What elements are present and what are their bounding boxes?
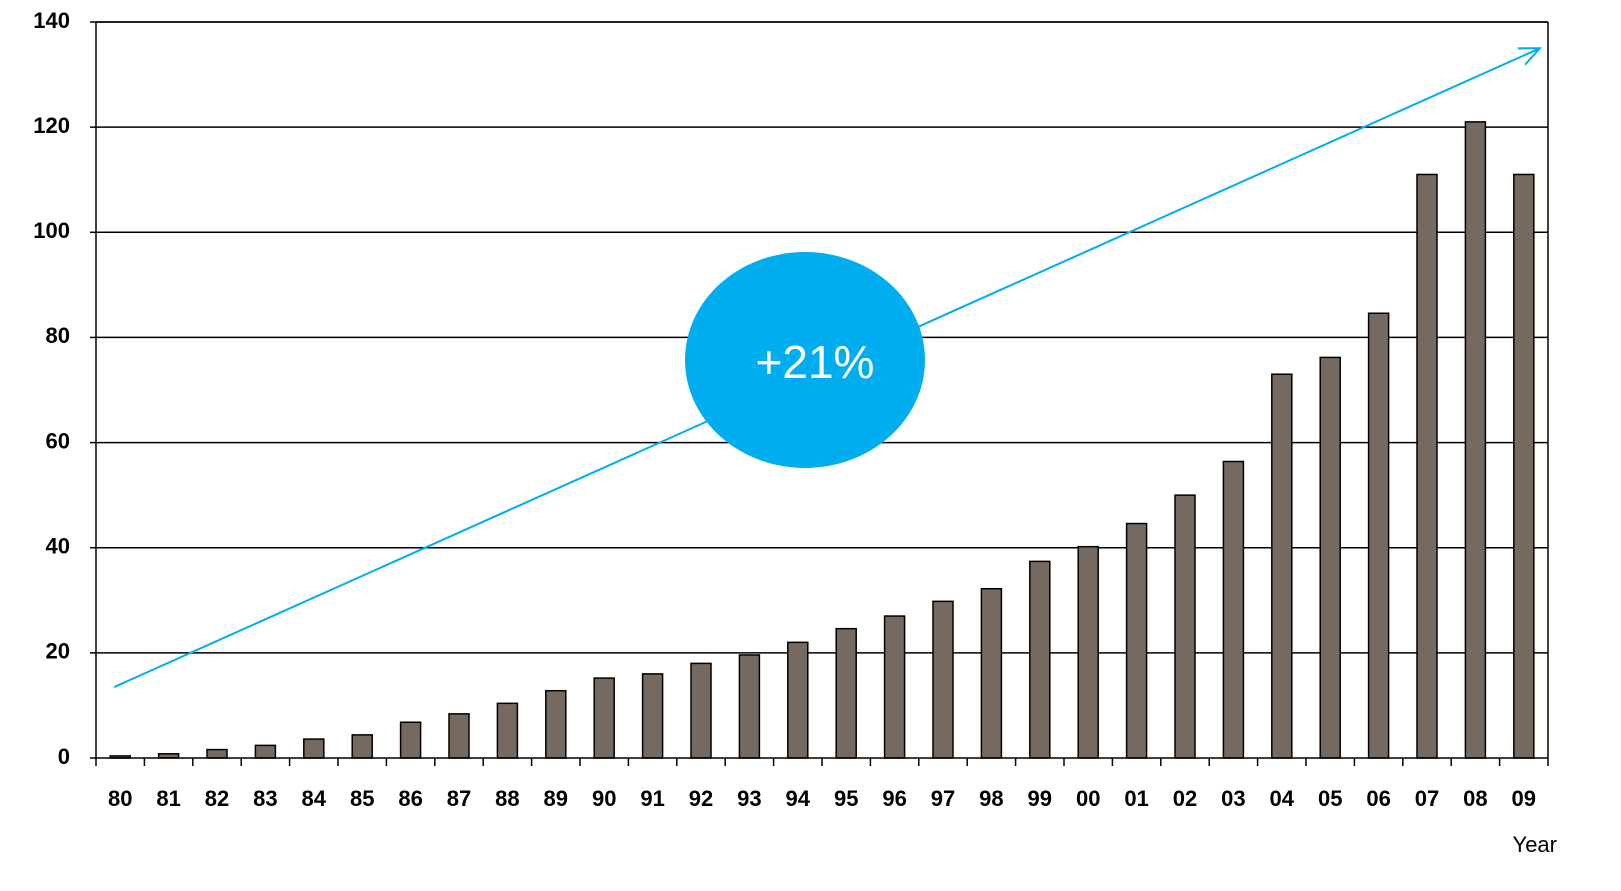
x-tick-label: 06 xyxy=(1366,786,1390,811)
x-tick-label: 84 xyxy=(302,786,327,811)
bar-98 xyxy=(980,587,1003,759)
growth-badge xyxy=(685,252,925,468)
y-tick-label: 60 xyxy=(46,428,70,453)
bar-99 xyxy=(1029,560,1051,759)
y-tick-label: 80 xyxy=(46,323,70,348)
x-tick-label: 86 xyxy=(398,786,422,811)
bar-96 xyxy=(883,615,906,759)
x-tick-label: 98 xyxy=(979,786,1003,811)
bar-93 xyxy=(738,654,761,759)
x-tick-label: 87 xyxy=(447,786,471,811)
x-tick-label: 90 xyxy=(592,786,616,811)
bar-92 xyxy=(690,662,712,759)
bar-97 xyxy=(932,600,954,759)
bar-95 xyxy=(835,627,857,759)
x-tick-label: 92 xyxy=(689,786,713,811)
y-tick-labels: 0 20 40 60 80 100 120 140 xyxy=(33,8,70,769)
y-tick-label: 20 xyxy=(46,639,70,664)
x-tick-label: 00 xyxy=(1076,786,1100,811)
x-tick-label: 99 xyxy=(1028,786,1052,811)
x-tick-label: 95 xyxy=(834,786,858,811)
bar-03 xyxy=(1222,460,1245,759)
y-tick-label: 140 xyxy=(33,8,70,33)
bar-91 xyxy=(641,673,664,759)
x-tick-label: 08 xyxy=(1463,786,1487,811)
bar-07 xyxy=(1416,173,1438,759)
bar-89 xyxy=(545,689,567,759)
bar-90 xyxy=(593,677,615,759)
bar-08 xyxy=(1464,121,1487,759)
bar-06 xyxy=(1367,312,1390,759)
bar-01 xyxy=(1125,522,1148,759)
x-tick-label: 88 xyxy=(495,786,519,811)
x-tick-label: 97 xyxy=(931,786,955,811)
x-tick-label: 07 xyxy=(1415,786,1439,811)
x-tick-label: 04 xyxy=(1270,786,1295,811)
x-tick-label: 91 xyxy=(640,786,664,811)
y-tick-label: 40 xyxy=(46,534,70,559)
bar-05 xyxy=(1319,356,1341,759)
x-tick-label: 96 xyxy=(882,786,906,811)
bar-88 xyxy=(496,702,519,759)
x-tick-label: 81 xyxy=(156,786,180,811)
bar-02 xyxy=(1174,494,1196,759)
x-tick-label: 82 xyxy=(205,786,229,811)
x-tick-label: 09 xyxy=(1512,786,1536,811)
bar-87 xyxy=(448,713,470,759)
bar-85 xyxy=(351,734,373,759)
x-tick-label: 85 xyxy=(350,786,374,811)
x-tick-label: 05 xyxy=(1318,786,1342,811)
x-tick-label: 94 xyxy=(786,786,811,811)
x-tick-label: 89 xyxy=(544,786,568,811)
growth-badge-label: +21% xyxy=(756,336,875,388)
x-tick-label: 83 xyxy=(253,786,277,811)
x-tick-label: 01 xyxy=(1124,786,1148,811)
bar-84 xyxy=(303,738,325,759)
x-tick-label: 93 xyxy=(737,786,761,811)
x-tick-label: 03 xyxy=(1221,786,1245,811)
x-tick-labels: 80 81 82 83 84 85 86 87 88 89 90 91 92 93 94 95 96 97 98 99… xyxy=(108,786,1536,811)
bar-09 xyxy=(1513,173,1535,759)
x-tick-label: 80 xyxy=(108,786,132,811)
x-tick-label: 02 xyxy=(1173,786,1197,811)
trend-annotation: +21% xyxy=(113,47,1543,688)
bar-82 xyxy=(206,748,228,759)
bar-86 xyxy=(399,721,422,759)
bar-04 xyxy=(1271,373,1293,759)
y-tick-label: 120 xyxy=(33,113,70,138)
bars xyxy=(109,121,1535,759)
bar-94 xyxy=(787,641,809,759)
x-axis-title: Year xyxy=(1513,832,1557,857)
bar-00 xyxy=(1077,545,1099,759)
bar-83 xyxy=(254,744,277,759)
y-tick-label: 0 xyxy=(58,744,70,769)
y-tick-label: 100 xyxy=(33,218,70,243)
axes xyxy=(90,21,1549,766)
trend-arrow-head xyxy=(1517,47,1543,66)
